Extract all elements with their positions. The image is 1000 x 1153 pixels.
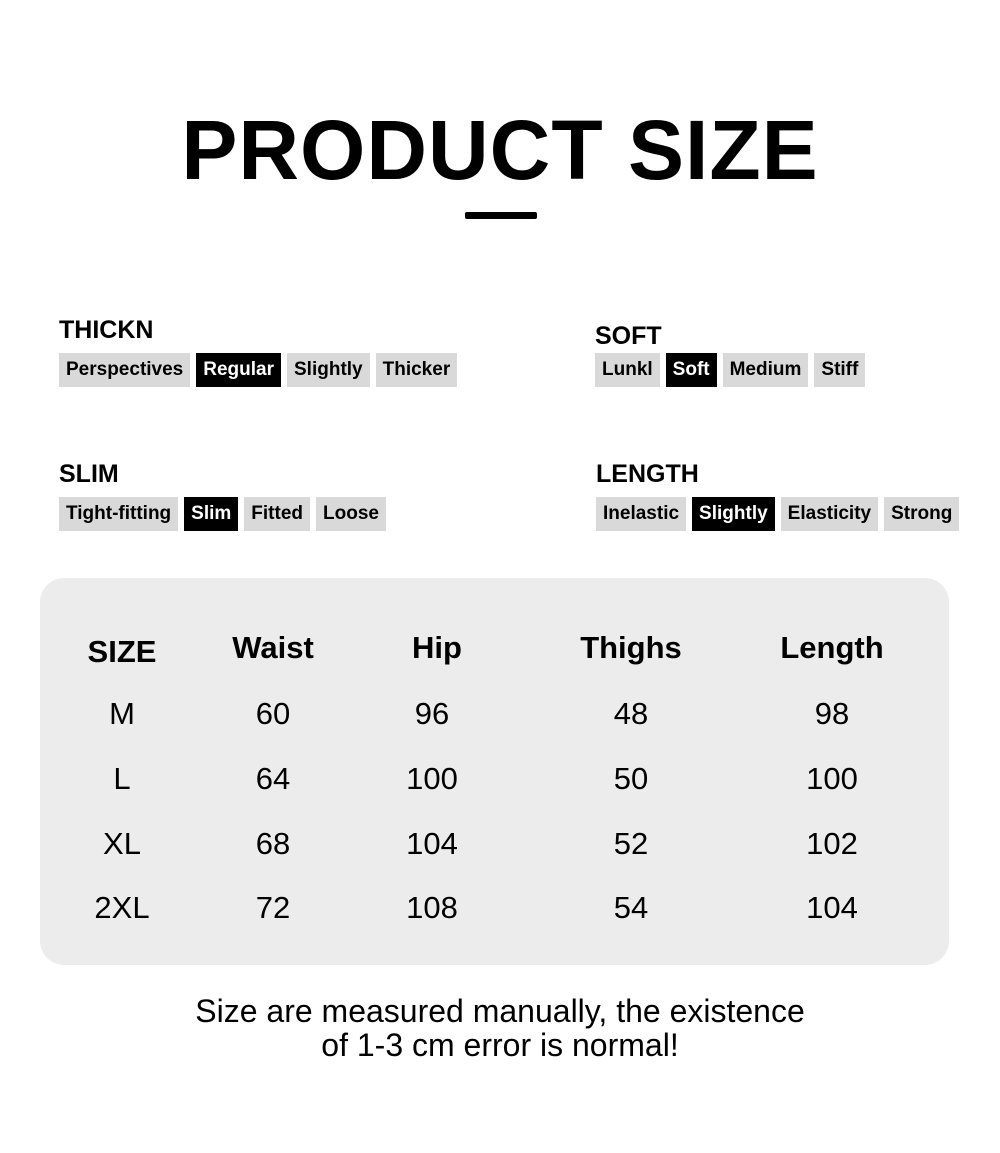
table-cell: 48	[613, 696, 649, 731]
table-cell: L	[113, 761, 131, 796]
table-cell: 96	[414, 696, 450, 731]
table-cell: 54	[613, 890, 649, 925]
attribute-options: Perspectives Regular Slightly Thicker	[59, 353, 458, 387]
attribute-option: Medium	[722, 353, 809, 387]
attribute-group-length: LENGTH Inelastic Slightly Elasticity Strong	[596, 460, 960, 531]
attribute-options: Inelastic Slightly Elasticity Strong	[596, 497, 960, 531]
column-header-size: SIZE	[87, 634, 157, 669]
attribute-option: Elasticity	[780, 497, 879, 531]
attribute-label: SOFT	[595, 322, 662, 350]
table-cell: 72	[255, 890, 291, 925]
table-cell: 100	[406, 761, 458, 796]
table-cell: 68	[255, 826, 291, 861]
attribute-option: Inelastic	[596, 497, 687, 531]
attribute-label: LENGTH	[596, 460, 699, 488]
table-cell: 104	[806, 890, 858, 925]
table-cell: 2XL	[94, 890, 150, 925]
note-line-2: of 1-3 cm error is normal!	[321, 1027, 679, 1063]
table-cell: 98	[814, 696, 850, 731]
size-table-panel: SIZE Waist Hip Thighs Length M 60 96 48 98 L 64 100 5…	[40, 578, 949, 965]
attribute-option: Stiff	[814, 353, 866, 387]
page-title: PRODUCT SIZE	[181, 103, 819, 197]
table-cell: XL	[103, 826, 141, 861]
attribute-group-slim: SLIM Tight-fitting Slim Fitted Loose	[59, 462, 386, 531]
note-line-1: Size are measured manually, the existenc…	[195, 993, 805, 1029]
attribute-option-selected: Slim	[184, 497, 239, 531]
attribute-option: Slightly	[287, 353, 370, 387]
attribute-option: Lunkl	[595, 353, 660, 387]
table-cell: M	[109, 696, 135, 731]
column-header-thighs: Thighs	[580, 630, 682, 665]
attribute-option: Fitted	[244, 497, 311, 531]
title-underline-divider	[465, 212, 537, 219]
attribute-option: Loose	[316, 497, 386, 531]
attribute-group-soft: SOFT Lunkl Soft Medium Stiff	[595, 322, 866, 387]
attribute-option: Thicker	[375, 353, 458, 387]
table-cell: 102	[806, 826, 858, 861]
attribute-option-selected: Soft	[665, 353, 717, 387]
attribute-option-selected: Regular	[196, 353, 281, 387]
attribute-option: Strong	[884, 497, 960, 531]
column-header-length: Length	[780, 630, 884, 665]
attribute-label: SLIM	[59, 460, 119, 488]
table-cell: 60	[255, 696, 291, 731]
table-cell: 108	[406, 890, 458, 925]
table-cell: 52	[613, 826, 649, 861]
attribute-group-thickn: THICKN Perspectives Regular Slightly Thicker	[59, 316, 458, 387]
table-cell: 64	[255, 761, 291, 796]
column-header-waist: Waist	[232, 630, 314, 665]
attribute-option: Tight-fitting	[59, 497, 179, 531]
attribute-label: THICKN	[59, 316, 154, 344]
attribute-option: Perspectives	[59, 353, 191, 387]
attribute-option-selected: Slightly	[692, 497, 775, 531]
column-header-hip: Hip	[412, 630, 462, 665]
table-cell: 50	[613, 761, 649, 796]
table-cell: 104	[406, 826, 458, 861]
attribute-options: Tight-fitting Slim Fitted Loose	[59, 497, 386, 531]
table-cell: 100	[806, 761, 858, 796]
measurement-note: Size are measured manually, the existenc…	[0, 994, 1000, 1062]
attribute-options: Lunkl Soft Medium Stiff	[595, 353, 866, 387]
